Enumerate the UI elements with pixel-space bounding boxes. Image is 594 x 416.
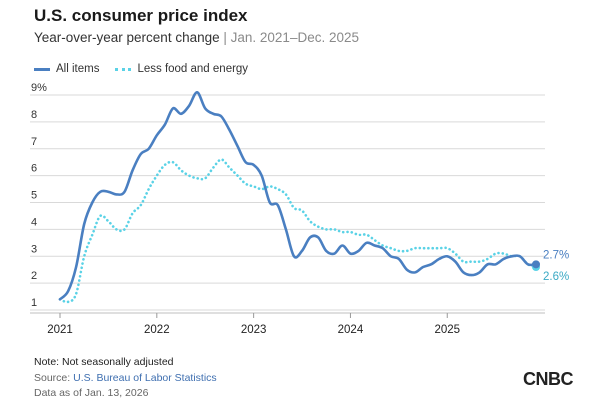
source-link[interactable]: U.S. Bureau of Labor Statistics [73, 372, 217, 384]
legend-label-core: Less food and energy [137, 63, 249, 75]
subtitle-range: Jan. 2021–Dec. 2025 [230, 30, 359, 45]
x-axis-ticks: 2021 2022 2023 2024 2025 [47, 313, 460, 336]
legend-swatch-all-items [34, 67, 50, 71]
source-line: Source: U.S. Bureau of Labor Statistics [34, 372, 217, 384]
subtitle-separator: | [219, 30, 231, 45]
x-tick-label: 2022 [144, 324, 170, 336]
legend-label-all-items: All items [56, 63, 100, 75]
legend-item-all-items: All items [34, 63, 99, 75]
legend-item-core: Less food and energy [115, 63, 248, 75]
series-line-all-items [58, 91, 538, 301]
x-tick-label: 2023 [241, 324, 267, 336]
series-line-core [58, 158, 538, 304]
chart-subtitle: Year-over-year percent change | Jan. 202… [34, 30, 359, 45]
y-tick-label: 6 [31, 163, 37, 175]
x-tick-label: 2024 [338, 324, 364, 336]
source-prefix: Source: [34, 372, 74, 384]
x-tick-label: 2021 [47, 324, 73, 336]
end-point-all-items [532, 260, 540, 269]
end-label-core: 2.6% [543, 271, 569, 283]
end-label-all-items: 2.7% [543, 249, 569, 261]
y-axis-ticks: 1 2 3 4 5 6 7 8 9% [31, 82, 47, 309]
legend: All items Less food and energy [34, 63, 264, 75]
y-tick-label: 1 [31, 297, 37, 309]
y-tick-label: 3 [31, 243, 37, 255]
y-tick-label: 8 [31, 109, 37, 121]
subtitle-main: Year-over-year percent change [34, 30, 220, 45]
cnbc-logo: CNBC [523, 369, 574, 389]
legend-swatch-core [115, 67, 132, 71]
y-tick-label: 5 [31, 190, 37, 202]
footnote: Note: Not seasonally adjusted [34, 356, 174, 368]
x-tick-label: 2025 [434, 324, 460, 336]
chart-title: U.S. consumer price index [34, 6, 248, 25]
grid-lines [30, 94, 545, 314]
series-lines [58, 91, 538, 304]
y-tick-label: 4 [31, 216, 37, 228]
y-tick-label: 9% [31, 82, 47, 94]
y-tick-label: 2 [31, 270, 37, 282]
end-markers: 2.7% 2.6% [532, 249, 569, 283]
y-tick-label: 7 [31, 136, 37, 148]
data-as-of: Data as of Jan. 13, 2026 [34, 387, 149, 399]
